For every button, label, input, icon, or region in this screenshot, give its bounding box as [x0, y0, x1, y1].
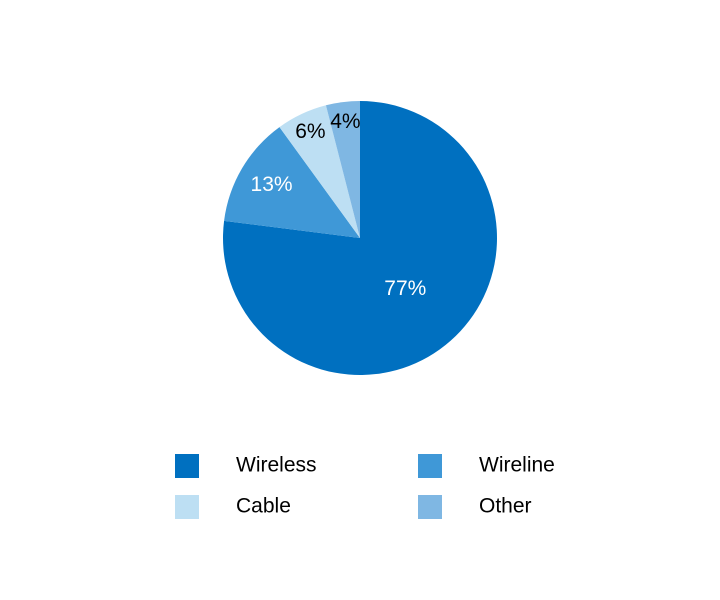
- pie-slice: [279, 105, 360, 238]
- legend-swatch: [175, 495, 199, 519]
- pie-slice: [325, 101, 360, 238]
- pie-slice: [223, 101, 498, 375]
- legend-label: Wireless: [236, 454, 317, 477]
- legend-swatch: [175, 454, 199, 478]
- legend-label: Other: [479, 495, 532, 518]
- legend-swatch: [418, 495, 442, 519]
- data-label: 77%: [384, 277, 426, 300]
- pie-slice: [224, 127, 360, 238]
- data-label: 4%: [330, 110, 360, 133]
- legend-label: Wireline: [479, 454, 555, 477]
- data-label: 6%: [295, 120, 325, 143]
- legend-swatch: [418, 454, 442, 478]
- legend-label: Cable: [236, 495, 291, 518]
- data-label: 13%: [251, 173, 293, 196]
